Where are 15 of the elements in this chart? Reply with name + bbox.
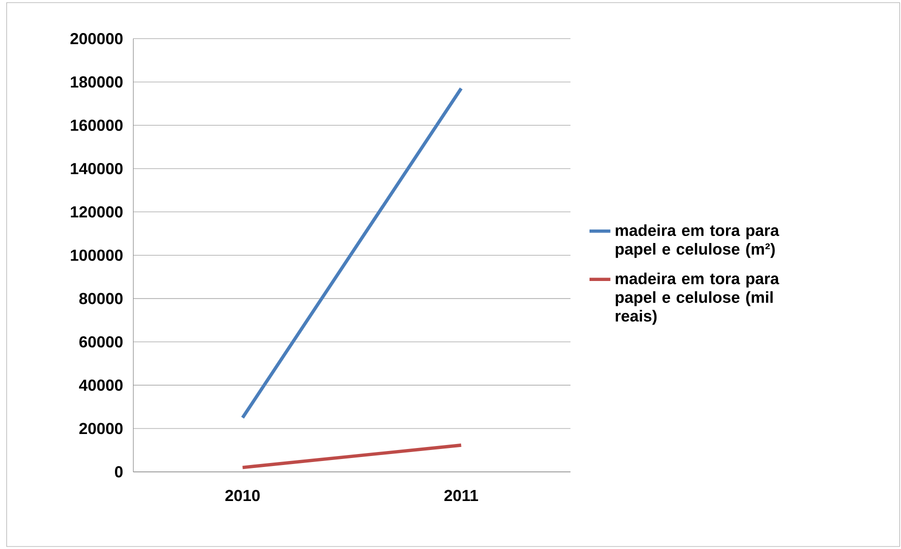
y-tick-label: 100000	[70, 250, 123, 261]
y-tick-label: 200000	[70, 32, 123, 44]
y-tick-label: 0	[114, 466, 123, 478]
y-tick-label: 140000	[70, 162, 123, 174]
y-tick-label: 80000	[79, 292, 123, 304]
y-tick-label: 120000	[70, 206, 123, 218]
y-tick-label: 160000	[70, 120, 123, 131]
x-tick-label: 2010	[225, 490, 260, 502]
legend-label: madeira em tora para papel e celulose (m²)	[616, 224, 780, 258]
y-tick-label: 180000	[70, 76, 123, 88]
legend-label: madeira em tora para papel e celulose (mil reais)	[616, 272, 780, 325]
y-tick-label: 40000	[79, 379, 123, 391]
y-tick-label: 60000	[79, 336, 123, 348]
y-tick-label: 20000	[79, 422, 123, 434]
x-tick-label: 2011	[444, 490, 478, 502]
